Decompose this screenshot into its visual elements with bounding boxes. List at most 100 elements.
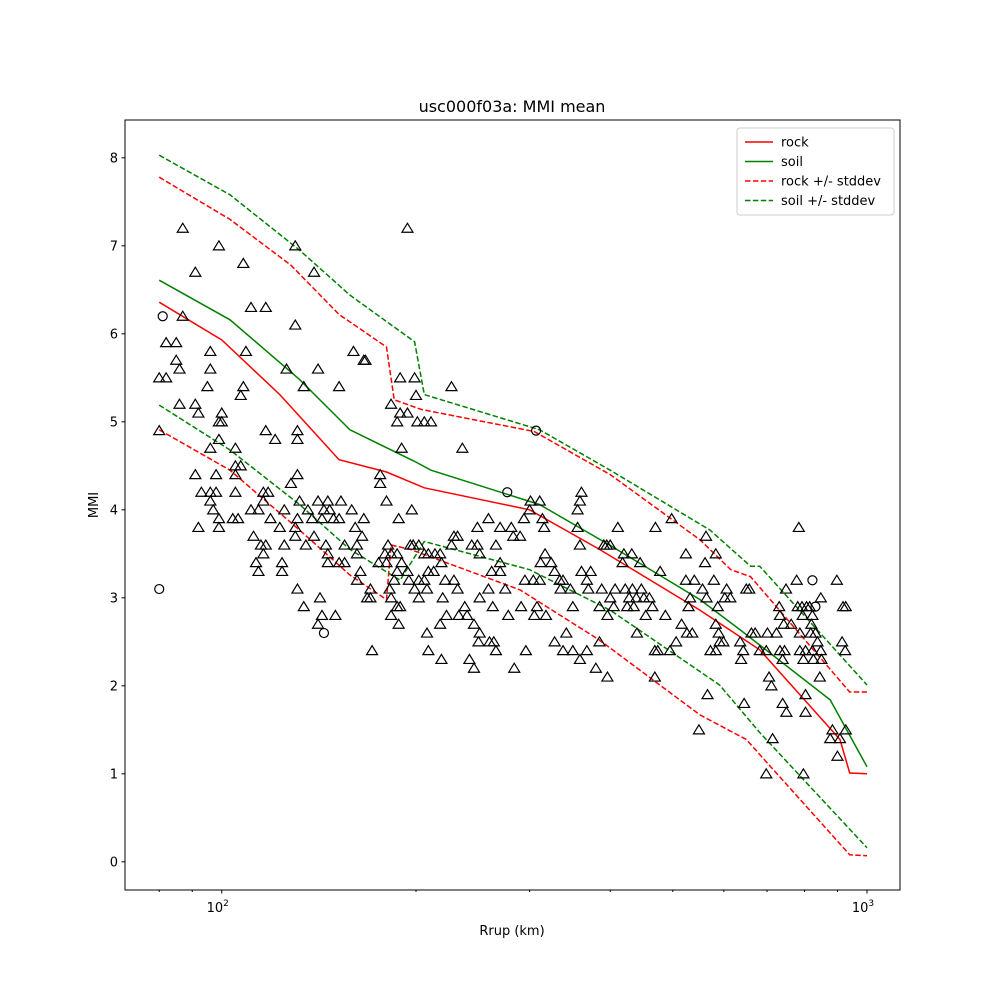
triangle-point [268,433,282,445]
triangle-point [620,600,634,612]
triangle-point [796,653,810,665]
triangle-point [311,618,325,629]
series-line-rock-0 [158,301,868,775]
triangle-point [261,486,275,497]
triangle-point [618,582,632,594]
y-tick-label: 8 [110,151,118,166]
triangle-point [493,565,507,577]
triangle-point [808,626,823,638]
triangle-point [328,609,342,621]
triangle-point [212,433,226,445]
triangle-point [405,503,419,515]
triangle-point [537,521,551,533]
triangle-point [236,257,250,269]
triangle-point [212,239,226,251]
triangle-point [581,582,595,594]
triangle-point [420,626,434,638]
triangle-point [823,732,837,744]
triangle-point [571,503,585,515]
series-line-soil-1 [158,279,868,768]
triangle-point [712,626,726,638]
triangle-point [814,591,828,603]
triangle-point [513,530,527,541]
triangle-point [523,503,537,515]
triangle-point [779,582,793,594]
triangle-point [473,626,487,638]
triangle-point [350,547,364,559]
triangle-point [830,750,845,761]
series-line-rock-stddev-2 [158,176,867,693]
triangle-point [290,582,305,594]
triangle-point [433,547,447,559]
triangle-point [321,494,335,506]
plot-area [152,154,868,857]
triangle-point [444,538,459,550]
triangle-point [833,732,847,744]
triangle-point [273,521,287,533]
triangle-point [251,503,266,515]
triangle-point [471,635,486,647]
triangle-point [629,591,643,603]
triangle-point [762,670,776,682]
triangle-point [301,503,315,515]
triangle-point [574,565,589,577]
triangle-point [334,494,348,506]
triangle-point [315,512,329,524]
triangle-point [539,609,553,621]
triangle-point [533,494,547,506]
triangle-point [498,582,512,594]
triangle-point [412,591,426,603]
triangle-point [305,512,319,524]
triangle-point [663,644,677,656]
triangle-point [716,635,730,647]
triangle-point [625,547,639,559]
triangle-point [288,239,302,251]
triangle-point [323,503,337,515]
triangle-point [527,609,541,621]
triangle-point [571,521,585,533]
triangle-point [687,574,701,585]
triangle-point [288,530,302,541]
triangle-point [434,653,448,665]
triangle-point [485,565,499,577]
triangle-point [402,574,416,585]
triangle-point [259,538,273,550]
triangle-point [275,565,289,577]
circle-point [318,627,330,639]
triangle-point [517,512,531,524]
y-tick-label: 4 [110,503,118,518]
triangle-point [421,547,435,559]
triangle-point [384,609,398,621]
legend-box [736,127,895,216]
legend-label: rock [781,136,809,151]
triangle-point [338,538,352,550]
triangle-point [669,635,683,647]
triangle-point [152,424,166,436]
triangle-point [608,582,622,594]
triangle-point [172,362,187,374]
triangle-point [451,582,465,594]
triangle-point [600,609,614,621]
circle-point [154,583,165,595]
triangle-point [830,574,844,585]
triangle-point [249,556,263,568]
triangle-point [692,723,706,735]
triangle-point [467,662,481,673]
triangle-point [307,266,321,277]
series-line-soil-stddev-5 [158,404,868,849]
triangle-point [444,380,459,392]
triangle-point [395,556,409,568]
triangle-point [393,371,407,383]
triangle-point [159,336,173,348]
triangle-point [534,556,548,568]
triangle-point [580,644,594,656]
triangle-point [424,415,438,427]
triangle-point [651,644,665,656]
triangle-point [784,618,798,629]
triangle-point [372,556,386,568]
circle-point [502,487,513,498]
triangle-point [412,538,426,550]
triangle-point [231,512,245,524]
triangle-point [776,653,790,665]
triangle-point [408,371,422,383]
